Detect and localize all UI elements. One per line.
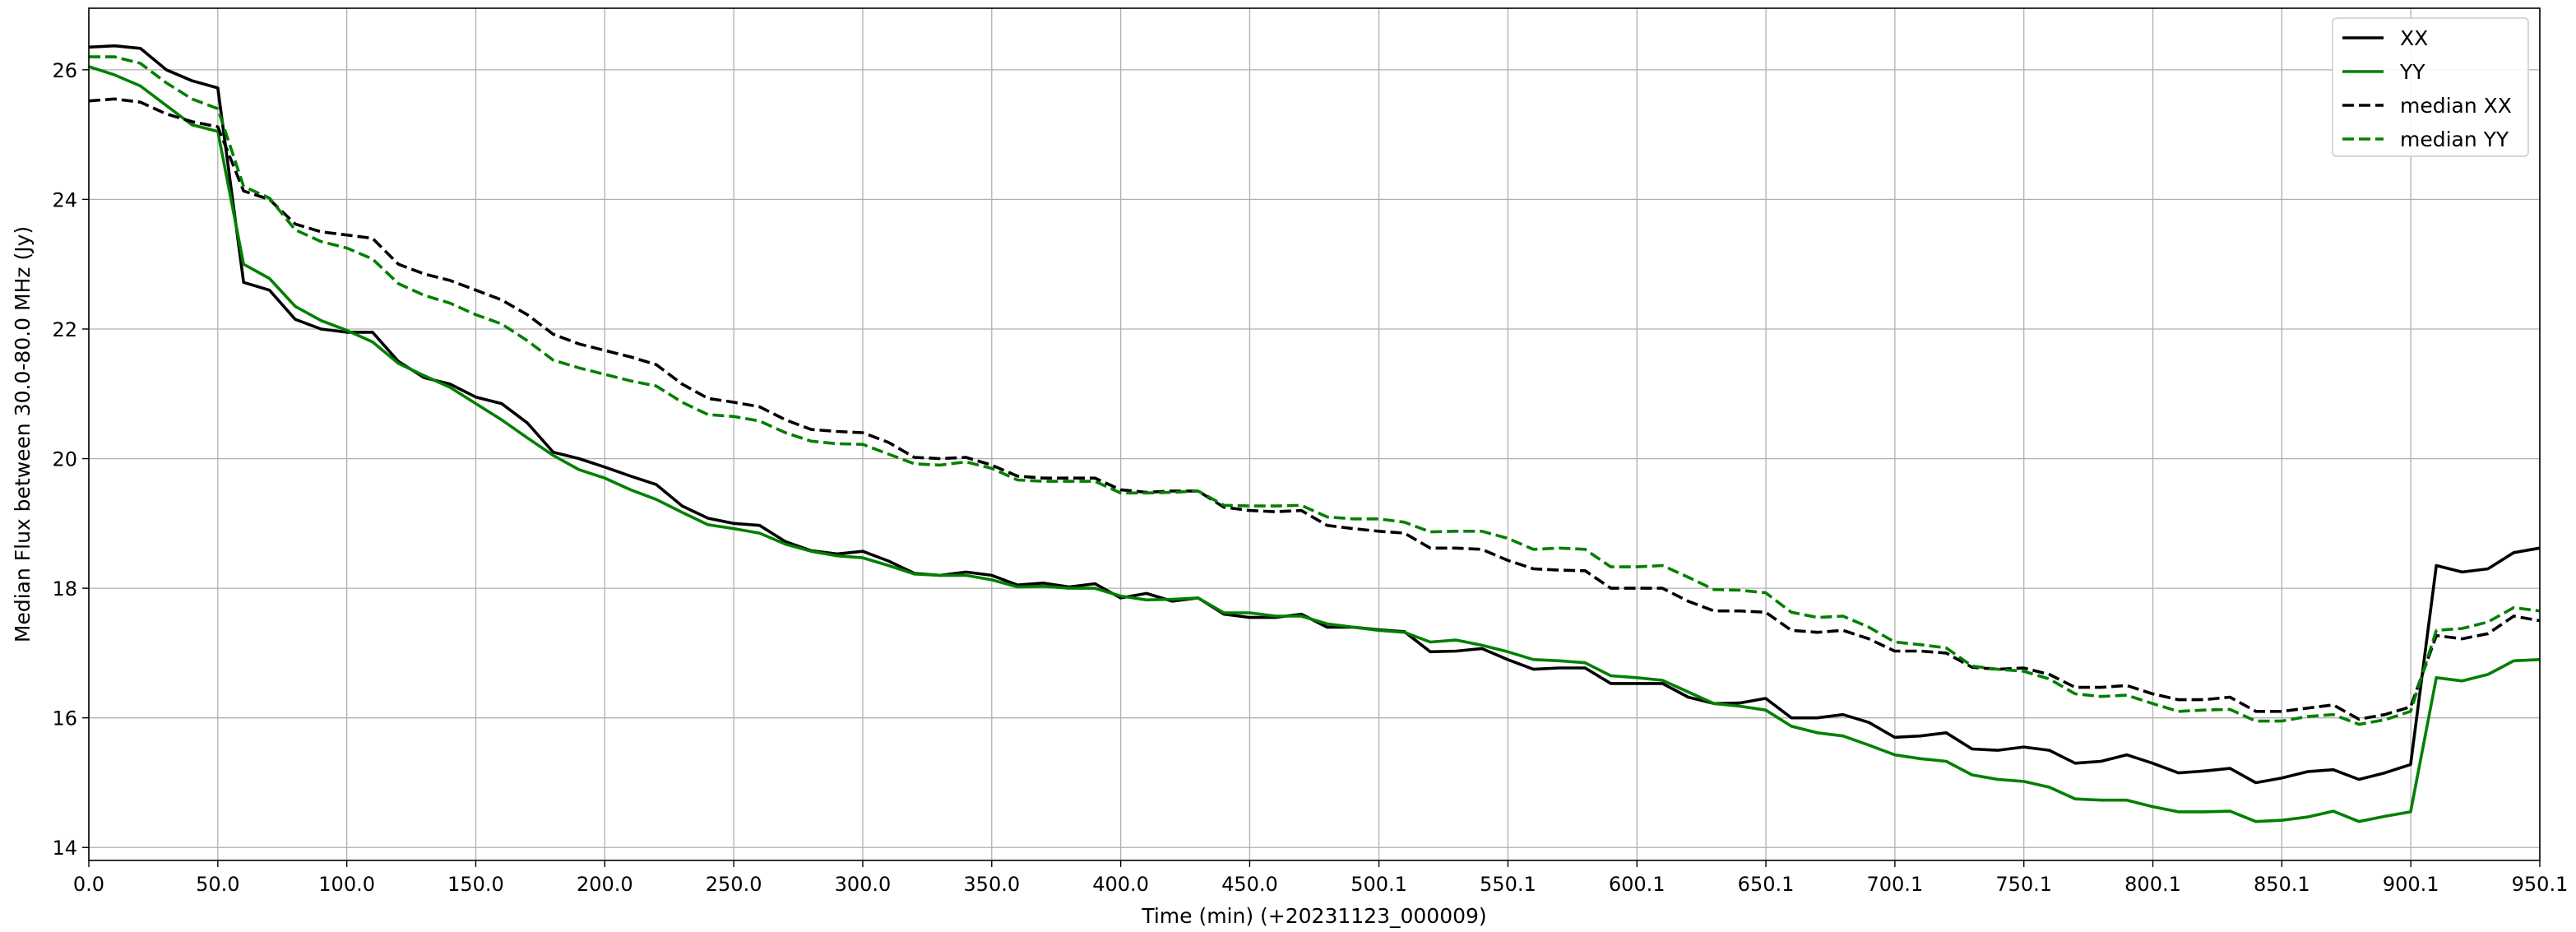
x-tick-label: 50.0 (196, 873, 239, 896)
grid (88, 8, 2541, 860)
x-tick-label: 250.0 (706, 873, 762, 896)
x-tick-label: 100.0 (318, 873, 375, 896)
y-axis-label: Median Flux between 30.0-80.0 MHz (Jy) (11, 226, 35, 642)
x-tick-label: 500.1 (1351, 873, 1407, 896)
legend-label: YY (2399, 60, 2425, 84)
y-tick-label: 14 (52, 837, 77, 860)
legend-label: XX (2400, 26, 2428, 50)
x-tick-label: 900.1 (2383, 873, 2439, 896)
y-tick-label: 16 (52, 707, 77, 730)
y-tick-label: 18 (52, 577, 77, 600)
legend-label: median XX (2400, 94, 2512, 118)
legend-label: median YY (2400, 128, 2509, 151)
x-tick-label: 400.0 (1092, 873, 1149, 896)
x-tick-label: 200.0 (577, 873, 633, 896)
plot-frame (88, 7, 2541, 861)
x-tick-label: 300.0 (835, 873, 892, 896)
series-layer (88, 44, 2541, 823)
x-tick-label: 450.0 (1221, 873, 1278, 896)
x-tick-label: 550.1 (1480, 873, 1536, 896)
y-tick-label: 20 (52, 448, 77, 471)
x-tick-label: 0.0 (73, 873, 104, 896)
x-tick-label: 950.1 (2512, 873, 2569, 896)
x-tick-label: 850.1 (2254, 873, 2310, 896)
x-axis: 0.0 50.0 100.0 150.0 200.0 250.0 300.0 350.0 400… (73, 860, 2568, 896)
x-tick-label: 750.1 (1995, 873, 2052, 896)
legend: XX YY median XX median YY (2332, 17, 2529, 157)
x-tick-label: 650.1 (1738, 873, 1795, 896)
series-line-yy (88, 65, 2540, 823)
y-tick-label: 24 (52, 188, 77, 211)
x-tick-label: 600.1 (1609, 873, 1666, 896)
series-line-median-yy (89, 55, 2540, 726)
y-axis: 14 16 18 20 22 24 26 (52, 59, 89, 860)
series-line-median-xx (88, 97, 2541, 721)
y-tick-label: 22 (52, 318, 77, 341)
x-tick-label: 700.1 (1867, 873, 1924, 896)
x-tick-label: 800.1 (2124, 873, 2181, 896)
x-axis-label: Time (min) (+20231123_000009) (1141, 904, 1486, 928)
y-tick-label: 26 (52, 59, 77, 82)
legend-box (2332, 17, 2529, 157)
x-tick-label: 350.0 (963, 873, 1020, 896)
x-tick-label: 150.0 (447, 873, 504, 896)
